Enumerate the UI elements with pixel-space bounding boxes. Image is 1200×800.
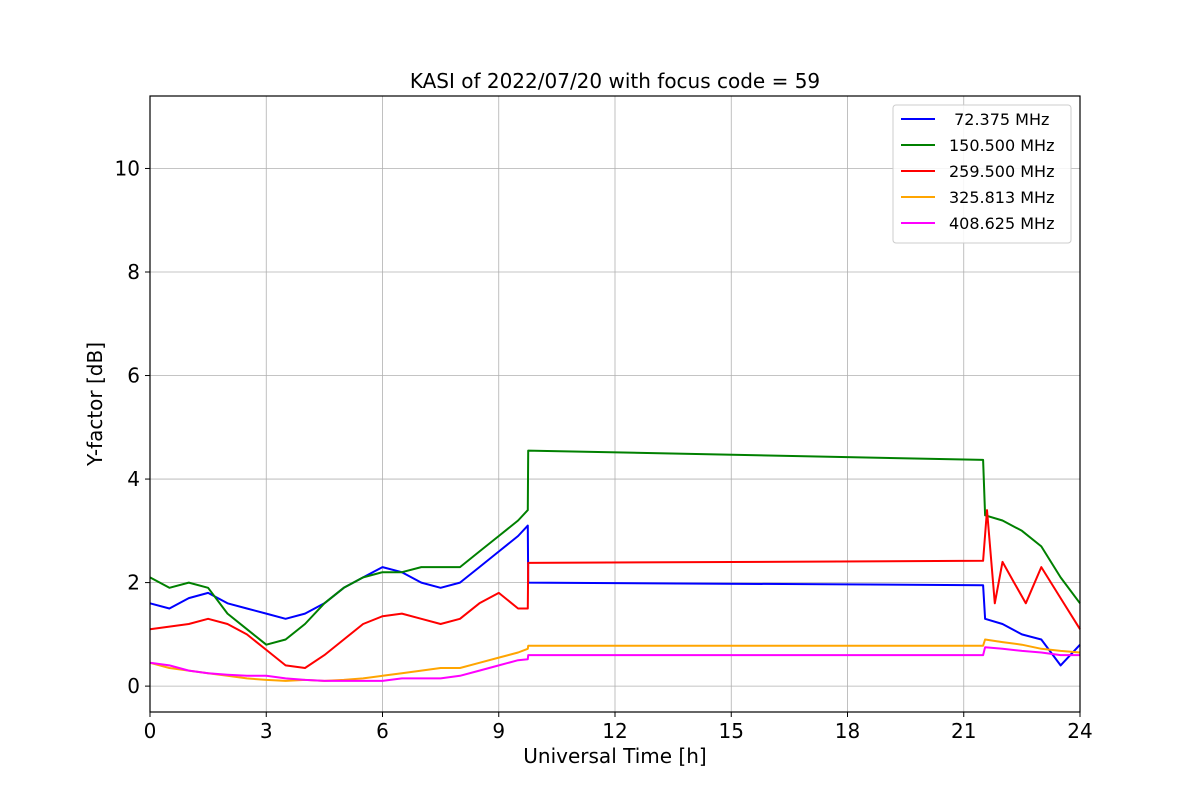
legend-label-1: 150.500 MHz <box>949 136 1054 155</box>
x-tick-label: 6 <box>376 719 389 743</box>
x-tick-label: 0 <box>144 719 157 743</box>
y-tick-label: 0 <box>127 674 140 698</box>
x-tick-label: 12 <box>602 719 627 743</box>
series-line-0 <box>149 524 1081 667</box>
x-tick-label: 15 <box>719 719 744 743</box>
legend-label-4: 408.625 MHz <box>949 214 1054 233</box>
y-tick-label: 6 <box>127 364 140 388</box>
y-tick-label: 10 <box>115 156 140 180</box>
legend-label-0: 72.375 MHz <box>949 110 1049 129</box>
y-tick-label: 4 <box>127 467 140 491</box>
x-tick-label: 18 <box>835 719 860 743</box>
series-line-4 <box>149 646 1080 682</box>
x-tick-label: 24 <box>1067 719 1092 743</box>
x-tick-label: 21 <box>951 719 976 743</box>
y-axis-label: Y-factor [dB] <box>83 342 107 467</box>
chart-title: KASI of 2022/07/20 with focus code = 59 <box>410 69 820 93</box>
series-line-3 <box>149 638 1081 682</box>
y-tick-label: 8 <box>127 260 140 284</box>
legend-label-2: 259.500 MHz <box>949 162 1054 181</box>
y-tick-label: 2 <box>127 571 140 595</box>
x-axis-label: Universal Time [h] <box>523 744 706 768</box>
x-tick-label: 9 <box>492 719 505 743</box>
legend-box <box>892 104 1072 244</box>
legend-label-3: 325.813 MHz <box>949 188 1054 207</box>
x-tick-label: 3 <box>260 719 273 743</box>
series-line-2 <box>149 509 1081 669</box>
series-line-1 <box>149 449 1081 646</box>
series-layer <box>149 449 1081 682</box>
legend: 72.375 MHz 150.500 MHz 259.500 MHz 325.813 … <box>892 104 1072 244</box>
